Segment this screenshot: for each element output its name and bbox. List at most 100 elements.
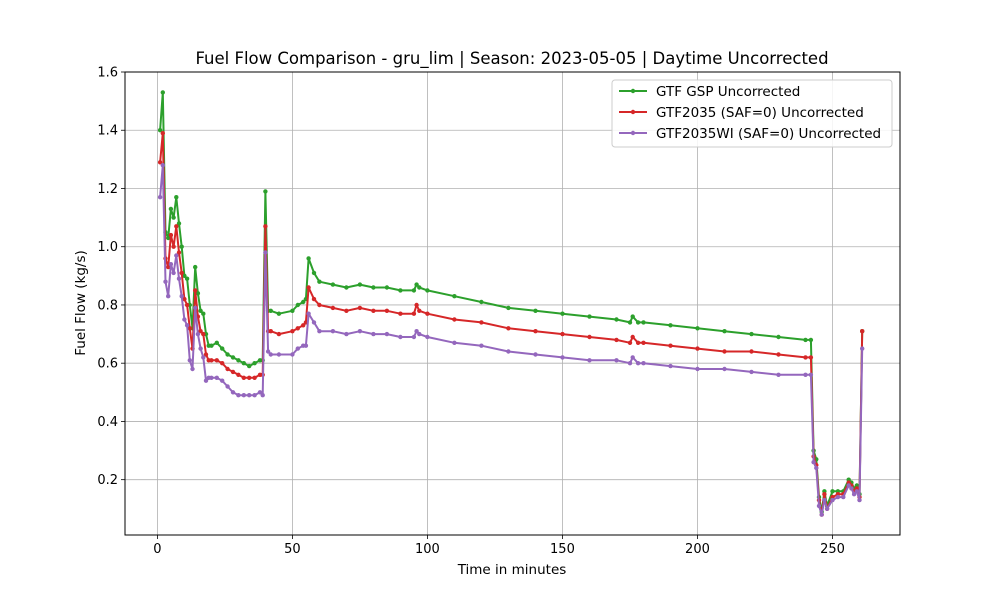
data-point — [398, 311, 403, 316]
series-layer — [157, 90, 865, 517]
data-point — [311, 320, 317, 325]
data-point — [614, 317, 619, 322]
data-point — [411, 334, 417, 340]
x-tick-label: 50 — [284, 542, 301, 557]
x-tick-label: 100 — [415, 542, 440, 557]
data-point — [190, 366, 195, 372]
data-point — [587, 314, 592, 319]
data-point — [560, 355, 565, 360]
data-point — [384, 308, 390, 313]
plot-frame — [124, 71, 901, 536]
data-point — [776, 334, 781, 340]
y-tick-label: 1.2 — [97, 182, 118, 197]
data-point — [301, 299, 306, 305]
data-point — [209, 343, 214, 348]
data-point — [168, 262, 174, 267]
data-point — [203, 378, 209, 383]
data-point — [425, 288, 430, 293]
data-point — [668, 363, 673, 369]
data-point — [398, 288, 403, 293]
data-point — [417, 331, 422, 337]
data-point — [236, 393, 241, 398]
data-point — [357, 305, 363, 311]
y-tick-label: 1.6 — [97, 66, 118, 81]
data-point — [822, 492, 827, 497]
data-point — [641, 320, 646, 325]
data-point — [635, 361, 641, 366]
data-point — [330, 305, 336, 311]
data-point — [160, 163, 165, 168]
data-point — [344, 308, 349, 313]
data-point — [182, 296, 187, 302]
data-point — [174, 224, 179, 229]
data-point — [263, 224, 268, 229]
data-point — [168, 206, 174, 212]
data-point — [822, 497, 827, 503]
data-point — [816, 503, 822, 509]
data-point — [241, 393, 246, 398]
data-point — [414, 282, 419, 287]
data-point — [163, 279, 168, 284]
data-point — [417, 285, 422, 290]
data-point — [668, 343, 673, 348]
data-point — [317, 329, 322, 334]
data-point — [803, 355, 808, 360]
data-point — [257, 390, 263, 395]
data-point — [357, 329, 363, 334]
data-point — [241, 361, 246, 366]
data-point — [174, 195, 179, 200]
data-point — [195, 291, 201, 296]
y-tick-label: 0.6 — [97, 357, 118, 372]
legend-swatch-marker — [630, 130, 636, 136]
data-point — [506, 326, 511, 331]
data-point — [184, 323, 190, 328]
legend-label: GTF2035 (SAF=0) Uncorrected — [656, 105, 864, 121]
data-point — [306, 311, 311, 316]
data-point — [276, 331, 282, 337]
data-point — [425, 334, 430, 340]
data-point — [179, 294, 184, 299]
data-point — [776, 372, 781, 377]
data-point — [479, 320, 484, 325]
y-tick-label: 0.4 — [97, 415, 118, 430]
data-point — [301, 323, 306, 328]
data-point — [201, 331, 206, 337]
data-point — [295, 302, 300, 308]
data-point — [695, 326, 700, 331]
data-point — [722, 366, 727, 372]
data-point — [187, 326, 192, 331]
data-point — [263, 250, 268, 255]
data-point — [176, 276, 182, 281]
x-tick-label: 150 — [550, 542, 575, 557]
y-tick-label: 1.0 — [97, 240, 118, 255]
data-point — [835, 494, 841, 500]
data-point — [184, 302, 190, 308]
data-point — [846, 483, 851, 488]
data-point — [306, 256, 311, 261]
data-point — [276, 311, 282, 316]
data-point — [830, 489, 835, 494]
data-point — [587, 358, 592, 363]
data-point — [174, 253, 179, 258]
x-axis-label: Time in minutes — [457, 562, 567, 578]
data-point — [193, 305, 198, 311]
data-point — [276, 352, 282, 357]
x-tick-label: 200 — [685, 542, 710, 557]
data-point — [265, 349, 271, 354]
data-point — [627, 361, 633, 366]
data-point — [808, 337, 814, 343]
data-point — [803, 372, 808, 377]
legend-box — [611, 79, 893, 148]
data-point — [290, 352, 295, 357]
data-point — [824, 506, 830, 511]
data-point — [398, 334, 403, 340]
y-axis-label: Fuel Flow (kg/s) — [73, 250, 89, 356]
data-point — [295, 346, 300, 351]
data-point — [452, 340, 457, 345]
data-point — [830, 497, 835, 503]
data-point — [627, 340, 633, 345]
data-point — [630, 314, 635, 319]
data-point — [303, 343, 309, 348]
data-point — [182, 273, 187, 278]
legend-items: GTF GSP Uncorrected GTF2035 (SAF=0) Uncor… — [619, 84, 881, 142]
